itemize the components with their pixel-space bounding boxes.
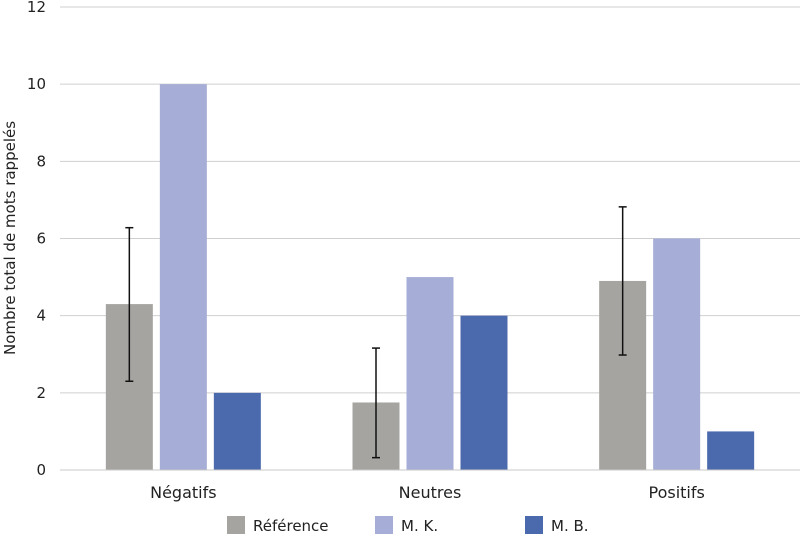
- y-tick-label: 12: [27, 0, 46, 16]
- y-tick-label: 4: [36, 307, 46, 325]
- bar: [707, 431, 755, 470]
- y-tick-label: 8: [36, 152, 46, 170]
- y-axis-title: Nombre total de mots rappelés: [1, 121, 19, 355]
- legend: Référence M. K. M. B.: [227, 516, 589, 535]
- legend-item: Référence: [227, 516, 329, 535]
- legend-swatch: [525, 516, 543, 534]
- legend-item: M. B.: [525, 516, 589, 535]
- legend-swatch: [375, 516, 393, 534]
- error-bar: [125, 226, 134, 383]
- y-tick-label: 0: [36, 461, 46, 479]
- x-category-label: Négatifs: [150, 483, 216, 502]
- bar: [653, 238, 701, 470]
- bar: [213, 392, 261, 470]
- bar: [460, 315, 508, 470]
- bar: [406, 277, 454, 470]
- legend-label: M. K.: [401, 517, 438, 535]
- y-tick-label: 2: [36, 384, 46, 402]
- legend-item: M. K.: [375, 516, 438, 535]
- x-category-label: Neutres: [399, 483, 462, 502]
- y-tick-label: 6: [36, 230, 46, 248]
- y-tick-label: 10: [27, 75, 46, 93]
- x-category-label: Positifs: [648, 483, 704, 502]
- legend-swatch: [227, 516, 245, 534]
- error-bar: [618, 206, 627, 356]
- bars: [105, 84, 755, 471]
- x-axis-category-labels: Négatifs Neutres Positifs: [150, 483, 705, 502]
- legend-label: Référence: [253, 517, 329, 535]
- y-axis-ticks: 0 2 4 6 8 10 12: [27, 0, 46, 479]
- error-bar: [372, 347, 380, 459]
- error-bars: [125, 206, 627, 459]
- bar: [159, 84, 207, 471]
- legend-label: M. B.: [551, 517, 589, 535]
